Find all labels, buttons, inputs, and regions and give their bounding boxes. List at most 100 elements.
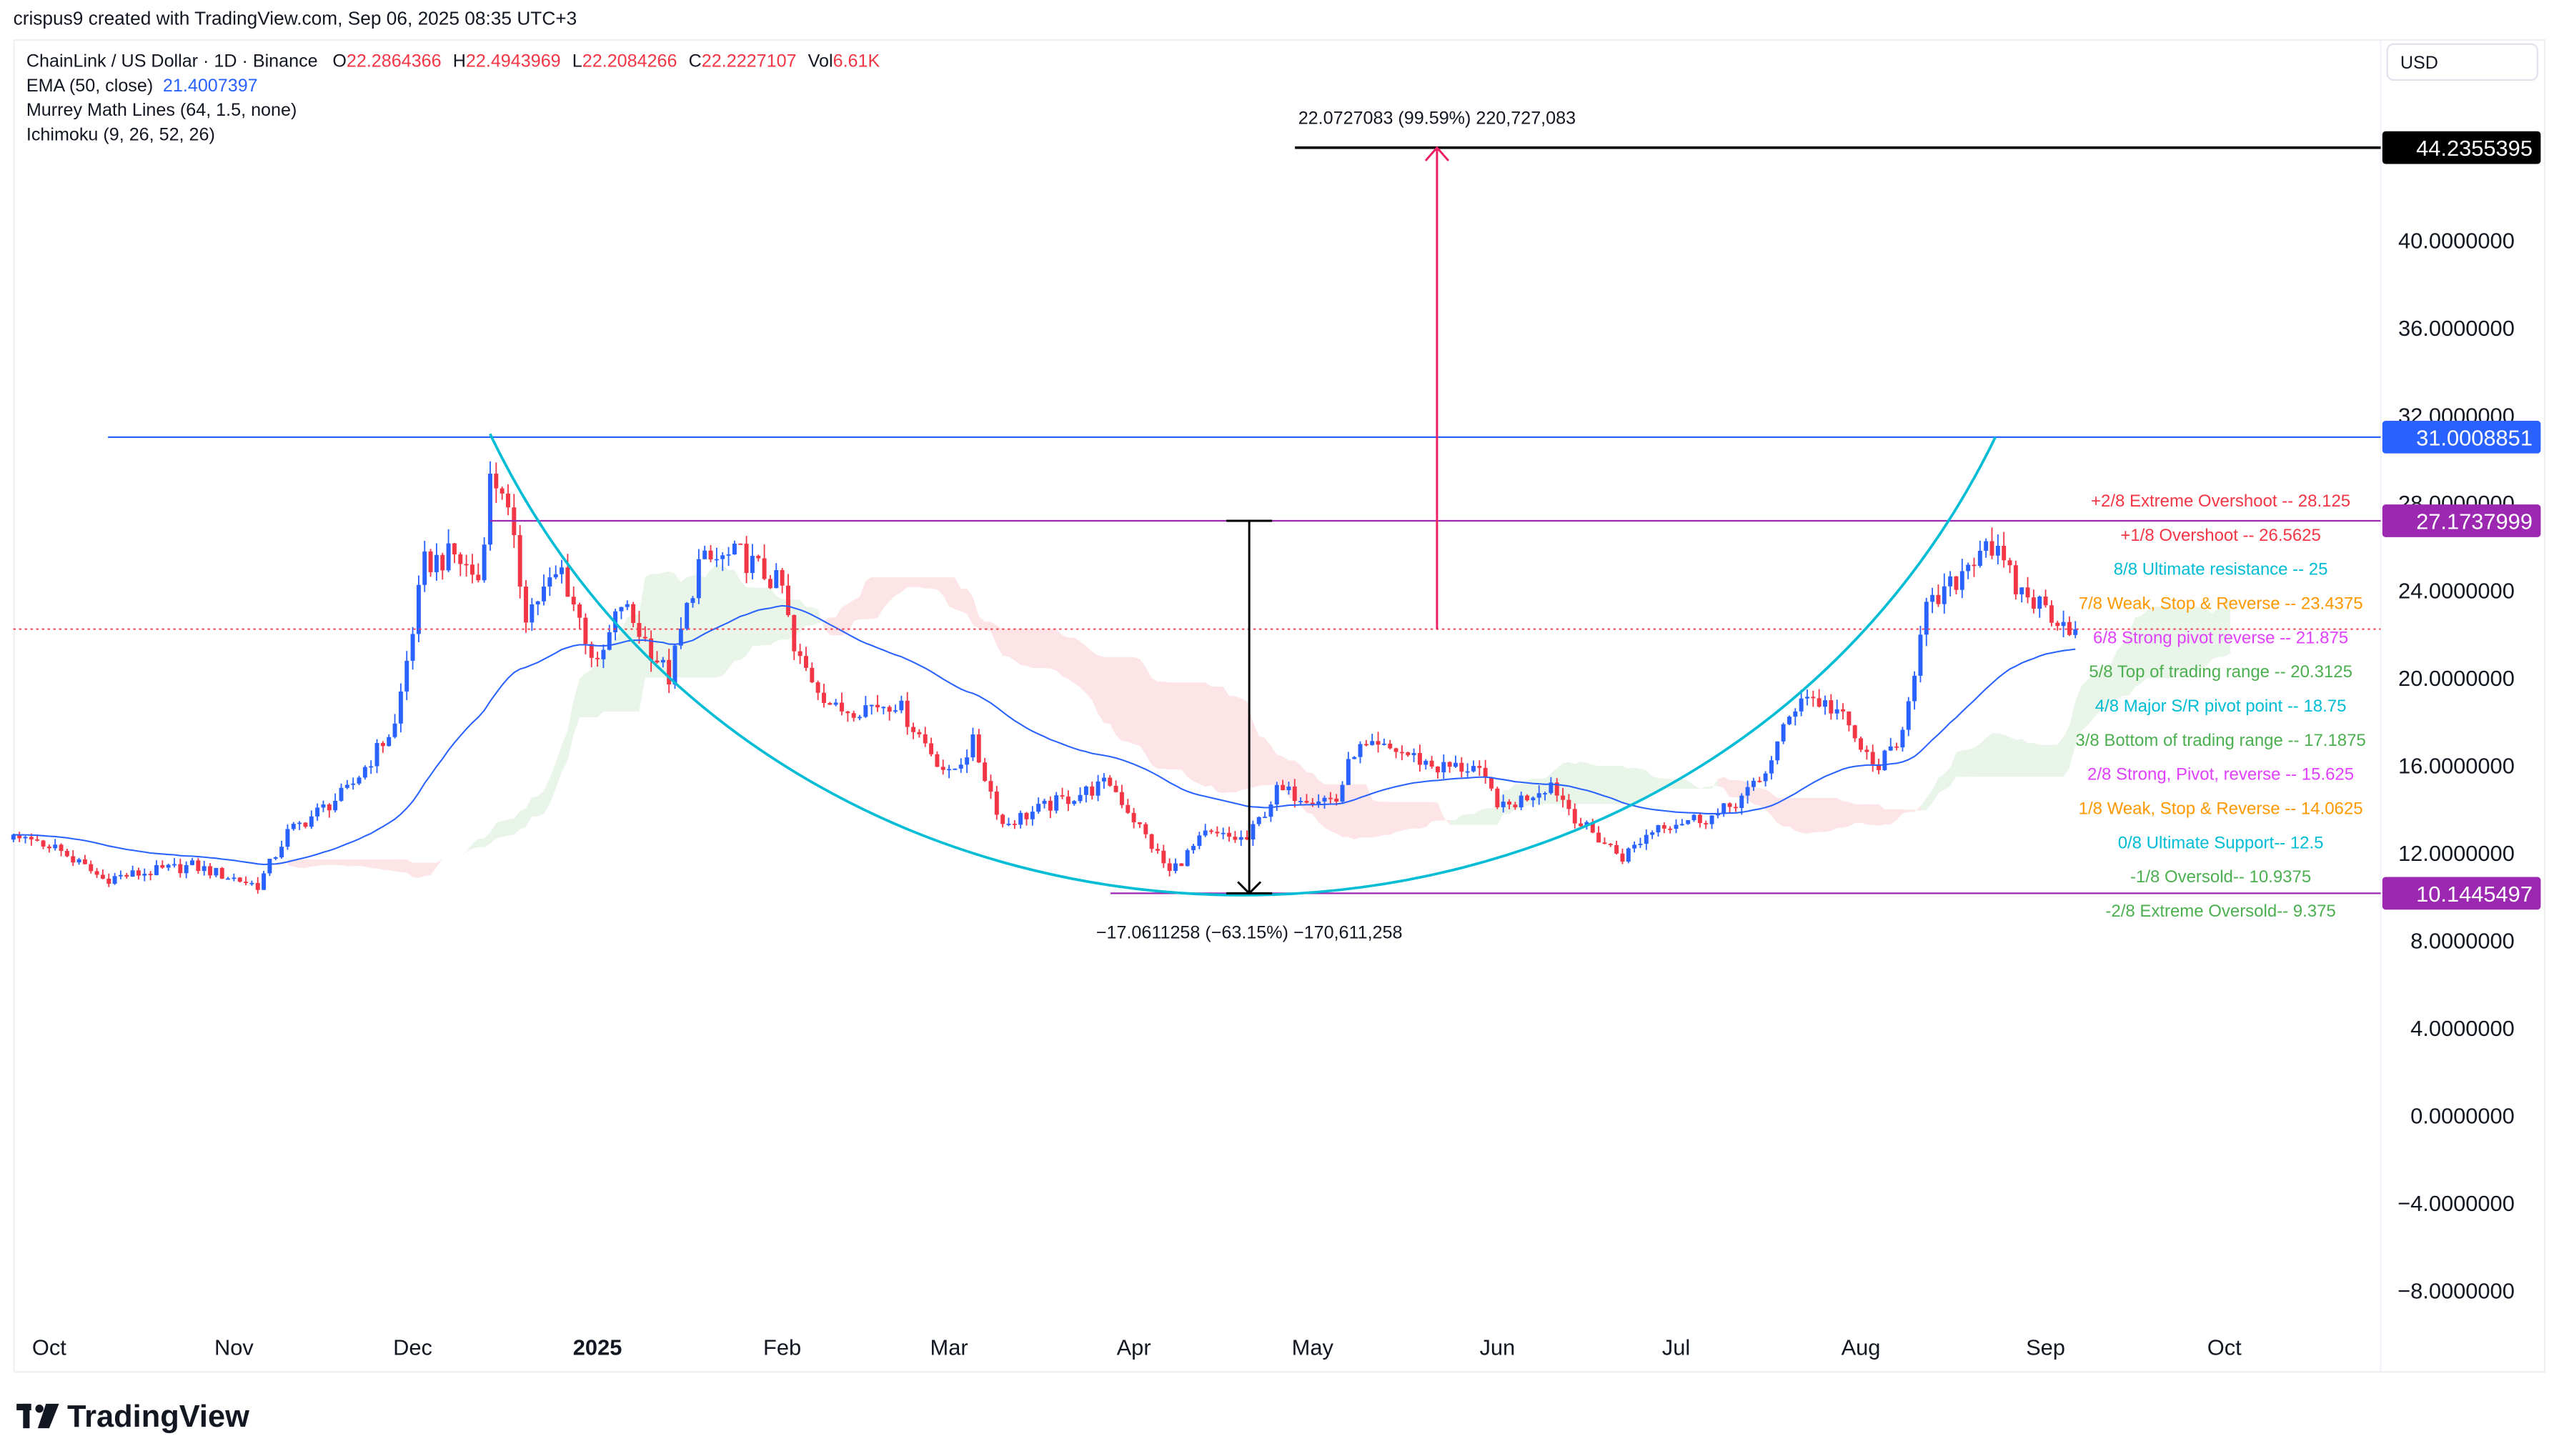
cloud-segment — [919, 577, 925, 589]
candle — [732, 540, 737, 555]
time-tick-label: Apr — [1117, 1335, 1151, 1360]
candle — [1656, 824, 1661, 837]
price-axis[interactable]: 40.000000036.000000032.000000028.0000000… — [2382, 131, 2541, 1303]
cloud-segment — [1539, 778, 1546, 804]
candle — [1829, 694, 1834, 720]
cloud-segment — [1795, 797, 1802, 833]
drawings: 22.0727083 (99.59%) 220,727,083 −17.0611… — [13, 109, 2381, 943]
cloud-segment — [1449, 819, 1456, 825]
cloud-segment — [841, 604, 848, 636]
cloud-segment — [2165, 607, 2171, 679]
tradingview-logo[interactable]: TradingView — [16, 1400, 249, 1434]
candle — [1894, 742, 1899, 751]
candle — [780, 567, 785, 594]
cloud-segment — [1485, 808, 1491, 825]
candle — [738, 543, 743, 545]
cloud-segment — [2057, 737, 2064, 777]
cloud-segment — [2033, 743, 2040, 777]
candle — [184, 861, 189, 879]
candle — [1596, 826, 1601, 843]
time-axis[interactable]: Oct Nov Dec 2025 Feb Mar Apr May Jun Jul Aug Sep Oct — [32, 1335, 2242, 1360]
candle — [1429, 756, 1434, 769]
murrey-legend[interactable]: Murrey Math Lines (64, 1.5, none) — [26, 100, 297, 120]
cloud-segment — [2218, 606, 2225, 657]
candle — [333, 793, 338, 813]
ema-legend[interactable]: EMA (50, close) 21.4007397 — [26, 76, 258, 96]
candle — [744, 536, 749, 584]
cloud-segment — [883, 577, 890, 609]
measure-up[interactable] — [1424, 146, 1450, 629]
cloud-segment — [1229, 696, 1236, 793]
candle — [905, 692, 910, 735]
cloud-segment — [1610, 766, 1617, 804]
candle — [1674, 819, 1679, 834]
candle — [1399, 745, 1404, 761]
candle — [291, 822, 296, 831]
cloud-segment — [1926, 790, 1933, 810]
candle — [1435, 766, 1440, 779]
cloud-segment — [1890, 809, 1897, 825]
cup-curve[interactable] — [489, 433, 1997, 897]
candle — [1322, 795, 1327, 809]
cloud-segment — [412, 862, 419, 879]
measure-down[interactable] — [1226, 519, 1273, 895]
cloud-segment — [1974, 744, 1980, 777]
candle — [1346, 752, 1351, 785]
candle — [440, 552, 445, 580]
cloud-segment — [770, 587, 777, 645]
ema-line — [13, 604, 2076, 866]
murrey-level-label: 2/8 Strong, Pivot, reverse -- 15.625 — [2087, 765, 2354, 784]
candle — [464, 554, 469, 577]
candle — [1185, 848, 1190, 867]
cloud-segment — [1622, 766, 1629, 804]
cloud-segment — [1265, 737, 1271, 786]
candle — [1179, 863, 1184, 867]
cloud-segment — [1628, 767, 1635, 804]
cloud-segment — [913, 577, 920, 587]
cloud-segment — [329, 859, 336, 865]
candle — [1620, 848, 1625, 864]
cloud-segment — [1479, 808, 1486, 825]
murrey-level-label: 5/8 Top of trading range -- 20.3125 — [2089, 662, 2352, 682]
cloud-segment — [2015, 739, 2022, 777]
time-tick-label: Nov — [214, 1335, 254, 1360]
cloud-segment — [1777, 797, 1784, 827]
cloud-segment — [1360, 784, 1366, 838]
candle — [1697, 812, 1702, 828]
cloud-segment — [2075, 686, 2082, 745]
candle — [219, 867, 224, 879]
cloud-segment — [716, 564, 723, 678]
candle — [542, 574, 547, 606]
cloud-segment — [1867, 804, 1873, 825]
candle — [1924, 597, 1929, 647]
candle — [1363, 739, 1368, 747]
cloud-segment — [335, 859, 342, 866]
low-value: 22.2084266 — [582, 51, 677, 71]
candle — [500, 487, 505, 500]
cloud-segment — [1032, 629, 1039, 669]
cloud-segment — [1801, 797, 1807, 834]
candle — [642, 626, 647, 642]
cloud-segment — [1157, 682, 1164, 769]
cloud-segment — [705, 569, 711, 678]
price-tick-label: 36.0000000 — [2398, 316, 2515, 341]
cloud-segment — [1879, 804, 1885, 826]
cloud-segment — [985, 622, 991, 632]
candle — [1549, 777, 1554, 795]
candle — [172, 858, 177, 868]
cloud-segment — [734, 569, 741, 661]
candle — [1161, 844, 1166, 868]
cloud-segment — [2188, 606, 2195, 672]
candle — [488, 461, 492, 551]
candle — [1900, 727, 1905, 752]
cloud-segment — [1378, 802, 1384, 837]
candle — [660, 657, 665, 668]
candle — [1060, 787, 1065, 799]
upper-measure-label: 22.0727083 (99.59%) 220,727,083 — [1298, 109, 1576, 129]
currency-button[interactable]: USD — [2386, 43, 2538, 81]
candle — [851, 710, 856, 722]
candle — [1352, 756, 1357, 759]
ichimoku-legend[interactable]: Ichimoku (9, 26, 52, 26) — [26, 124, 215, 144]
cloud-segment — [800, 599, 806, 632]
